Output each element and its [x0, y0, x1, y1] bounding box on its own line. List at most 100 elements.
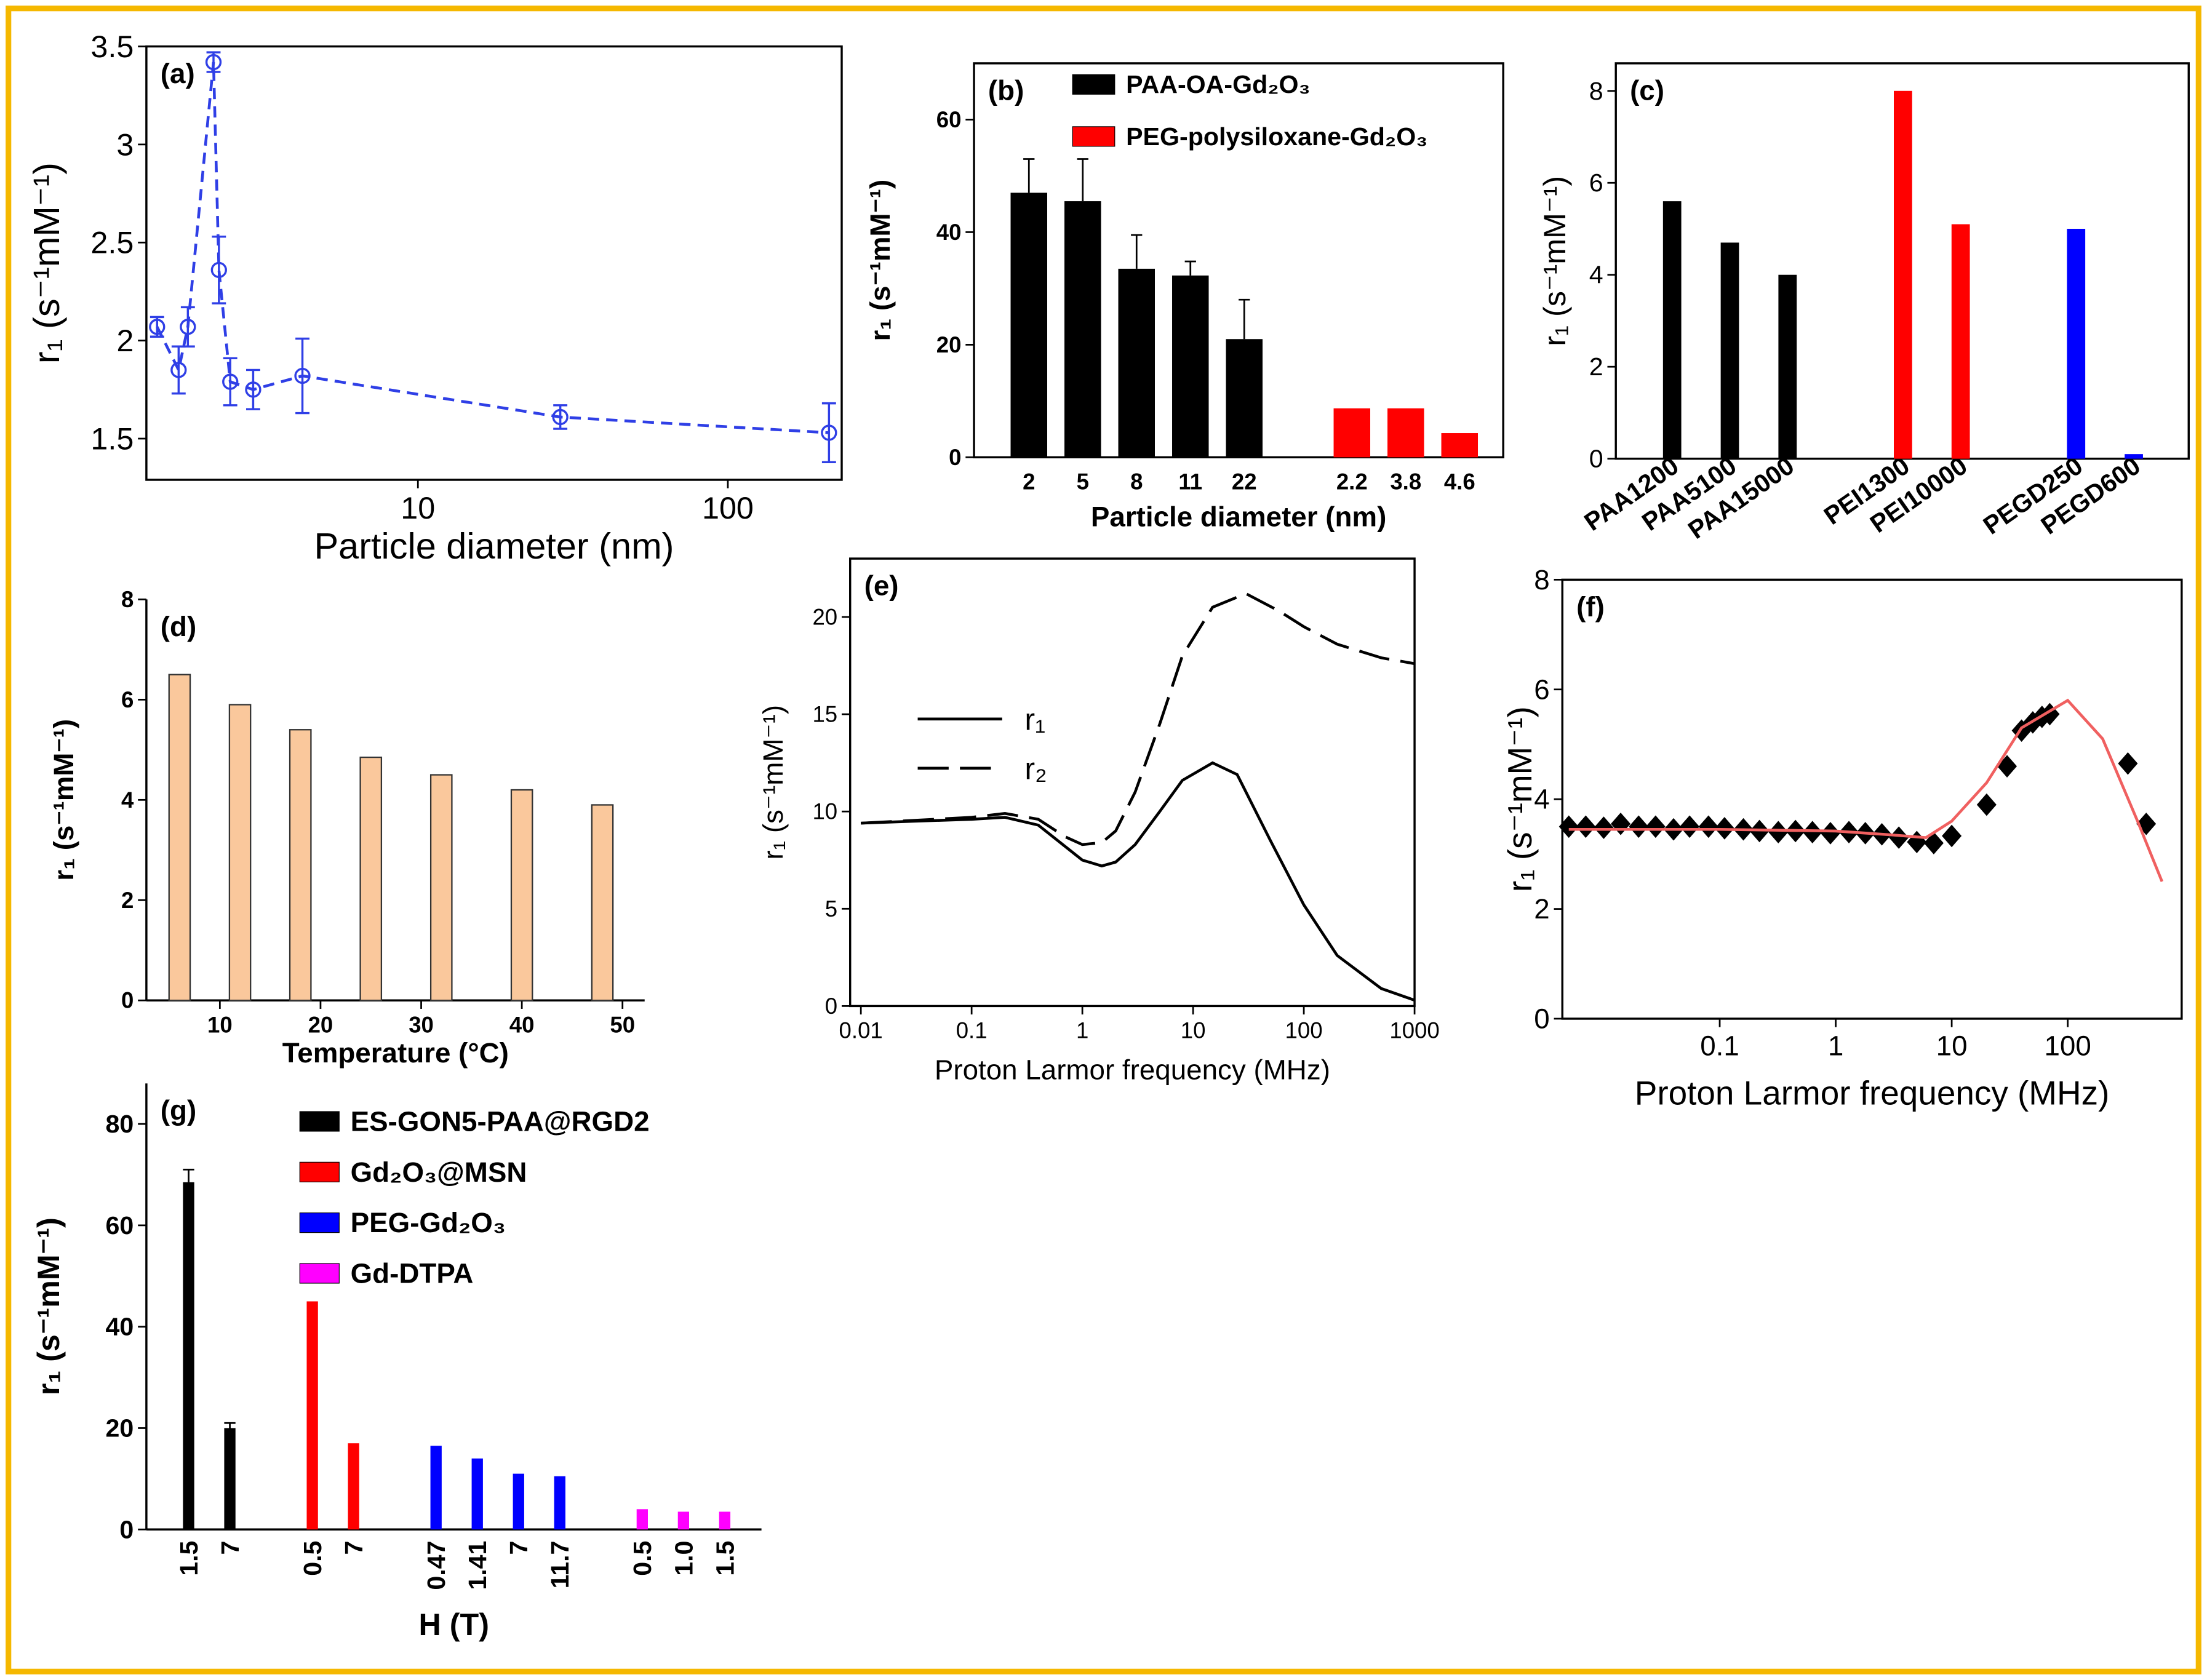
- y-tick-label: 2: [1534, 893, 1549, 925]
- panel-label: (c): [1630, 74, 1664, 106]
- x-axis-label: H (T): [418, 1607, 489, 1642]
- x-tick-label: 1000: [1389, 1018, 1439, 1043]
- bar: [1333, 408, 1371, 458]
- bar: [1118, 268, 1155, 458]
- error-bar: [1131, 234, 1143, 269]
- x-tick-label: 8: [1130, 469, 1143, 495]
- panel-label: (f): [1576, 591, 1605, 623]
- panel-label: (d): [161, 611, 196, 642]
- error-bar: [246, 368, 260, 410]
- legend-swatch: [299, 1111, 340, 1132]
- y-tick-label: 15: [812, 702, 837, 727]
- x-axis-label: Particle diameter (nm): [1091, 501, 1386, 532]
- x-tick-label: 0.1: [956, 1018, 988, 1043]
- y-tick-label: 0: [825, 993, 837, 1019]
- bar: [168, 674, 191, 1001]
- error-bar: [224, 1422, 236, 1428]
- bar: [636, 1509, 648, 1530]
- x-tick-label: 1: [1076, 1018, 1088, 1043]
- point: [294, 367, 311, 384]
- bar: [513, 1473, 524, 1530]
- y-tick-label: 3.5: [90, 29, 134, 64]
- bar: [554, 1476, 565, 1530]
- y-tick-label: 2: [116, 323, 134, 358]
- x-tick-label: 2.2: [1336, 469, 1368, 495]
- error-bar: [295, 337, 309, 415]
- x-tick-label: 0.1: [1700, 1030, 1739, 1061]
- x-tick-label: 1.0: [669, 1541, 698, 1576]
- x-tick-label: 100: [2044, 1030, 2091, 1061]
- bar: [1172, 275, 1209, 458]
- x-tick-label: 1: [1828, 1030, 1843, 1061]
- bar: [228, 704, 252, 1001]
- line: [861, 592, 1415, 846]
- x-tick-label: 1.41: [463, 1541, 492, 1590]
- figure-border: [6, 6, 2201, 1674]
- x-tick-label: 7: [216, 1541, 244, 1555]
- y-tick-label: 40: [936, 220, 962, 245]
- legend-swatch: [299, 1263, 340, 1284]
- y-tick-label: 60: [106, 1211, 134, 1240]
- point: [821, 424, 837, 441]
- point: [1629, 815, 1649, 838]
- y-axis-label: r₁ (s⁻¹mM⁻¹): [26, 162, 67, 364]
- x-tick-label: 100: [1285, 1018, 1323, 1043]
- y-tick-label: 8: [1589, 77, 1603, 105]
- bar: [2125, 454, 2143, 459]
- panel-label: (a): [161, 58, 195, 89]
- x-tick-label: 11.7: [546, 1541, 574, 1589]
- bar: [183, 1182, 194, 1530]
- bar: [1387, 408, 1424, 458]
- legend-label: PEG-polysiloxane-Gd₂O₃: [1126, 122, 1427, 151]
- error-bar: [1184, 260, 1196, 276]
- x-tick-label: 2: [1023, 469, 1035, 495]
- line: [1568, 698, 2164, 882]
- x-tick-label: 10: [401, 490, 435, 525]
- legend-label: Gd-DTPA: [351, 1257, 474, 1289]
- bar: [1778, 274, 1797, 459]
- error-bar: [212, 235, 226, 305]
- x-tick-label: 10: [1181, 1018, 1206, 1043]
- legend-label: r₂: [1024, 750, 1047, 786]
- error-bar: [1077, 158, 1088, 202]
- y-tick-label: 0: [1589, 445, 1603, 473]
- line: [861, 761, 1415, 1002]
- y-tick-label: 20: [106, 1414, 134, 1442]
- legend-label: Gd₂O₃@MSN: [351, 1156, 527, 1188]
- y-tick-label: 1.5: [90, 421, 134, 456]
- y-axis-label: r₁ (s⁻¹mM⁻¹): [864, 180, 896, 341]
- point: [222, 373, 239, 390]
- y-tick-label: 80: [106, 1110, 134, 1138]
- bar: [224, 1428, 236, 1530]
- x-tick-label: 10: [1936, 1030, 1968, 1061]
- legend-swatch: [1072, 126, 1115, 147]
- bar: [1010, 193, 1047, 458]
- legend-label: ES-GON5-PAA@RGD2: [351, 1105, 650, 1137]
- bar: [510, 789, 533, 1001]
- y-tick-label: 0: [119, 1515, 134, 1543]
- point: [245, 381, 261, 398]
- y-tick-label: 8: [1534, 564, 1549, 595]
- bar: [2067, 228, 2086, 459]
- y-tick-label: 60: [936, 107, 962, 132]
- error-bar: [180, 306, 195, 348]
- point: [180, 319, 196, 335]
- bar: [430, 1446, 442, 1530]
- error-bar: [821, 402, 836, 463]
- x-tick-label: 3.8: [1390, 469, 1421, 495]
- panel-label: (g): [161, 1095, 196, 1126]
- x-tick-label: 40: [509, 1012, 535, 1037]
- y-tick-label: 2: [121, 888, 134, 913]
- x-tick-label: 0.01: [839, 1018, 883, 1043]
- y-axis-label: r₁ (s⁻¹mM⁻¹): [48, 719, 79, 881]
- bar: [719, 1511, 731, 1530]
- y-tick-label: 4: [121, 787, 134, 813]
- x-tick-label: 0.47: [422, 1541, 450, 1590]
- bar: [1894, 90, 1912, 459]
- bar: [591, 804, 614, 1001]
- x-tick-label: 20: [308, 1012, 333, 1037]
- x-tick-label: 0.5: [628, 1541, 657, 1576]
- y-tick-label: 6: [121, 687, 134, 712]
- bar: [471, 1458, 483, 1530]
- x-tick-label: 22: [1232, 469, 1257, 495]
